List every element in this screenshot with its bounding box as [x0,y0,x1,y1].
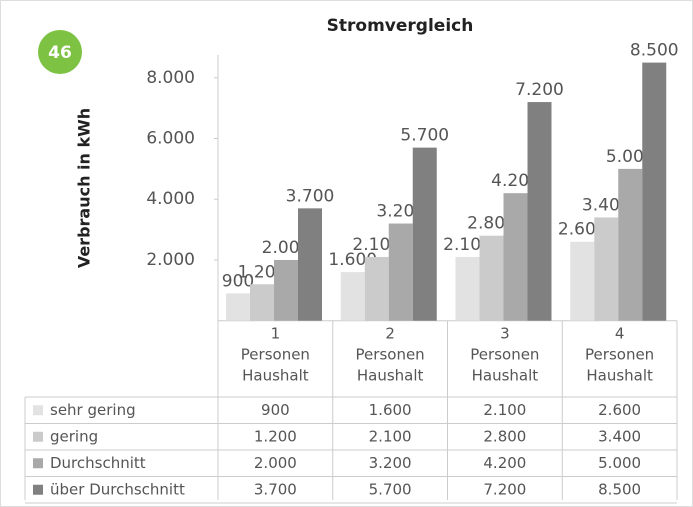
table-cell: 7.200 [483,480,526,498]
table-cell: 900 [261,401,290,419]
x-tick-label: Haushalt [586,367,653,385]
table-cell: 4.200 [483,454,526,472]
bar [250,284,274,321]
x-tick-label: Haushalt [472,367,539,385]
legend-swatch [33,484,43,495]
x-tick-label: 1 [271,325,281,343]
bar [479,235,504,321]
table-cell: 1.600 [369,401,412,419]
table-cell: 8.500 [598,480,641,498]
table-cell: 3.200 [369,454,412,472]
legend-swatch [33,405,43,416]
legend-label: über Durchschnitt [50,480,185,498]
x-tick-label: Personen [470,346,539,364]
legend-label: Durchschnitt [50,454,146,472]
legend-label: sehr gering [50,401,136,419]
bar [298,208,322,321]
badge-text: 46 [48,43,72,63]
legend-swatch [33,431,43,442]
bar [570,241,595,321]
y-tick-label: 2.000 [146,250,195,270]
table-cell: 2.000 [254,454,297,472]
bar [618,168,643,321]
x-tick-label: Personen [356,346,425,364]
x-tick-label: Haushalt [357,367,424,385]
bar [455,256,480,321]
value-label: 8.500 [630,41,679,61]
y-axis-label: Verbrauch in kWh [75,108,94,268]
x-tick-label: 3 [500,325,510,343]
value-label: 3.700 [286,186,335,206]
badge [38,30,82,74]
bar [594,217,619,321]
y-tick-label: 6.000 [146,129,195,149]
y-tick-label: 4.000 [146,189,195,209]
bar [226,293,250,321]
bar [527,102,552,321]
bar [412,147,437,321]
bar [642,62,667,321]
y-tick-label: 8.000 [146,68,195,88]
table-cell: 3.700 [254,480,297,498]
bar [503,193,528,321]
bar [274,259,298,321]
x-tick-label: Haushalt [242,367,309,385]
x-tick-label: 2 [385,325,395,343]
legend-label: gering [50,427,98,445]
bar [364,256,389,321]
table-cell: 2.800 [483,427,526,445]
legend-swatch [33,458,43,469]
table-cell: 1.200 [254,427,297,445]
bar [340,272,365,321]
x-tick-label: 4 [615,325,625,343]
bar [388,223,413,321]
x-tick-label: Personen [585,346,654,364]
chart-title: Stromvergleich [327,16,474,36]
table-cell: 2.100 [369,427,412,445]
table-cell: 3.400 [598,427,641,445]
value-label: 5.700 [400,126,449,146]
table-cell: 2.600 [598,401,641,419]
x-tick-label: Personen [241,346,310,364]
table-cell: 2.100 [483,401,526,419]
table-cell: 5.700 [369,480,412,498]
table-cell: 5.000 [598,454,641,472]
value-label: 900 [222,271,254,291]
value-label: 7.200 [515,80,564,100]
